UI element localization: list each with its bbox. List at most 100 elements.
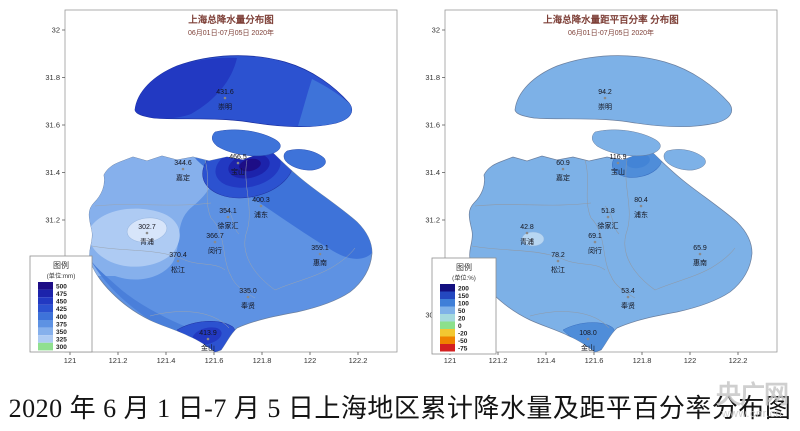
x-tick-label: 121 [64,356,77,365]
x-tick-label: 121.4 [537,356,556,365]
legend-swatch [38,289,53,298]
x-tick-label: 121.8 [633,356,652,365]
x-tick-label: 122.2 [729,356,748,365]
left-map-svg: 上海总降水量分布图 06月01日-07月05日 2020年 32 31.8 31… [29,9,398,365]
station-dot [603,96,607,100]
station-dot [246,295,250,299]
legend-swatch [38,335,53,343]
station-dot [616,161,620,165]
station-dot [181,167,185,171]
station-fengxian: 335.0 奉贤 [239,288,257,310]
station-huinan: 65.9 惠南 [693,245,707,267]
y-tick-label: 31.4 [45,168,60,177]
station-name: 金山 [581,343,595,352]
station-songjiang: 370.4 松江 [169,252,187,274]
right-legend: 图例 (单位:%) 200 150 100 50 20 0 -20 -50 -7… [431,257,497,355]
y-tick-label: 31.6 [425,121,440,130]
left-x-tick-marks [69,352,359,355]
legend-title: 图例 [53,260,69,270]
station-jiading: 60.9 嘉定 [556,160,570,182]
legend-label: 425 [56,306,67,313]
station-dot [525,231,529,235]
station-value: 413.9 [199,330,217,337]
hengsha-island [663,149,706,171]
legend-swatch [440,314,455,322]
station-dot [556,259,560,263]
legend-label: 400 [56,314,67,321]
y-tick-label: 31.8 [45,73,60,82]
legend-swatch [440,344,455,352]
legend-swatch [38,304,53,313]
watermark-url: www.cnr.cn [721,408,783,420]
station-value: 359.1 [311,245,329,252]
y-tick-label: 32 [52,26,60,35]
legend-swatch [38,297,53,305]
station-value: 80.4 [634,197,648,204]
station-name: 松江 [171,265,185,274]
station-name: 崇明 [218,103,232,111]
station-value: 60.9 [556,160,570,167]
station-qingpu: 302.7 青浦 [138,224,156,246]
station-value: 53.4 [621,288,635,295]
x-tick-label: 121 [444,356,457,365]
station-value: 400.3 [252,197,270,204]
y-tick-label: 31.2 [425,216,440,225]
baoshan-high-core [626,153,650,169]
baoshan-core-500 [239,158,261,172]
left-legend: 图例 (单位:mm) 500 475 450 425 400 375 350 3… [29,255,93,353]
chongming-island [514,55,732,128]
x-tick-label: 121.6 [585,356,604,365]
station-value: 42.8 [520,224,534,231]
legend-unit: (单位:%) [452,274,476,282]
station-name: 惠南 [313,258,327,267]
station-jiading: 344.6 嘉定 [174,160,192,182]
station-dot [318,252,322,256]
legend-swatch [440,291,455,299]
legend-title: 图例 [456,262,472,272]
station-name: 奉贤 [241,301,255,310]
legend-label: 325 [56,337,67,344]
station-name: 嘉定 [176,173,190,182]
station-name: 徐家汇 [598,221,619,230]
station-dot [176,259,180,263]
x-tick-label: 122.2 [349,356,368,365]
right-y-tick-marks [442,29,445,316]
station-name: 浦东 [254,210,268,219]
station-name: 奉贤 [621,301,635,310]
mainland-shape [468,149,753,353]
legend-label: 0 [458,323,462,330]
station-value: 69.1 [588,233,602,240]
hengsha-island [283,149,326,171]
station-value: 335.0 [239,288,257,295]
legend-label: 200 [458,285,469,292]
y-tick-label: 31.8 [425,73,440,82]
x-tick-label: 122 [304,356,317,365]
left-map-geography: 431.6 崇明 344.6 嘉定 466.5 宝山 400.3 浦东 354.… [88,55,373,353]
legend-swatch [38,320,53,328]
station-value: 344.6 [174,160,192,167]
legend-swatch [440,321,455,329]
right-map-geography: 94.2 崇明 60.9 嘉定 116.9 宝山 80.4 浦东 51.8 徐家… [468,55,753,353]
station-dot [639,204,643,208]
station-dot [593,240,597,244]
legend-swatch [440,299,455,307]
station-name: 闵行 [208,246,222,255]
y-tick-label: 31.6 [45,121,60,130]
district-boundaries [91,159,356,329]
station-xujiahui: 51.8 徐家汇 [598,208,619,230]
station-value: 354.1 [219,208,237,215]
jinshan-high-core [192,327,222,345]
station-value: 94.2 [598,89,612,96]
changxing-island [212,129,281,157]
x-tick-label: 121.2 [489,356,508,365]
station-chongming: 94.2 崇明 [598,89,612,111]
station-minhang: 69.1 闵行 [588,233,602,255]
legend-swatch [440,329,455,337]
station-chongming: 431.6 崇明 [216,89,234,111]
station-value: 370.4 [169,252,187,259]
station-baoshan: 116.9 宝山 [610,154,627,176]
legend-label: 350 [56,329,67,336]
district-boundaries [471,159,736,329]
watermark: 央广网 www.cnr.cn [706,383,798,420]
qingpu-low-contour [126,217,168,243]
